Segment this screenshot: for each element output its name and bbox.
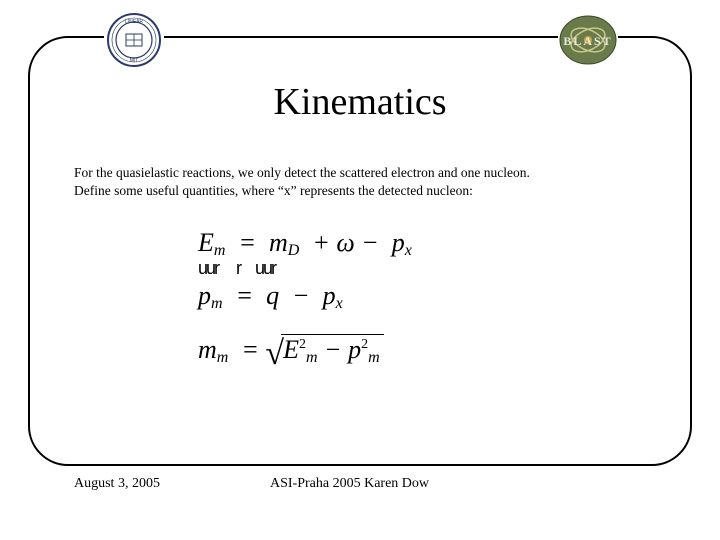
eq1-b: ω bbox=[336, 228, 354, 257]
vector-row-1: uur r uur bbox=[198, 259, 538, 277]
eq1-a-sub: D bbox=[288, 242, 300, 259]
svg-text:LINEAR: LINEAR bbox=[125, 19, 143, 25]
eq3-a-var: E bbox=[283, 335, 299, 364]
eq2-lhs-sub: m bbox=[211, 295, 223, 312]
svg-text:BLAST: BLAST bbox=[563, 34, 612, 48]
body-text: For the quasielastic reactions, we only … bbox=[74, 164, 654, 200]
equations-block: Em = mD + ω − px uur r uur pm = q − px m… bbox=[198, 230, 538, 375]
eq2-lhs-var: p bbox=[198, 281, 211, 310]
eq3-a-sub: m bbox=[306, 349, 318, 366]
slide-title: Kinematics bbox=[0, 80, 720, 124]
body-line-1: For the quasielastic reactions, we only … bbox=[74, 165, 530, 180]
eq2-b-sub: x bbox=[336, 295, 343, 312]
blast-icon: BLAST bbox=[558, 14, 618, 66]
eq3-lhs-var: m bbox=[198, 335, 217, 364]
eq2-b-var: p bbox=[323, 281, 336, 310]
eq1-a-var: m bbox=[269, 228, 288, 257]
eq3-b-sub: m bbox=[368, 349, 380, 366]
eq1-lhs-sub: m bbox=[214, 242, 226, 259]
eq3-lhs-sub: m bbox=[217, 349, 229, 366]
eq2-a: q bbox=[266, 281, 279, 310]
equation-2: pm = q − px bbox=[198, 283, 538, 312]
equation-1: Em = mD + ω − px bbox=[198, 230, 538, 259]
equation-3: mm = √E2m − p2m bbox=[198, 334, 538, 371]
blast-logo: BLAST bbox=[558, 12, 618, 68]
seal-icon: LINEAR MIT bbox=[106, 12, 162, 68]
footer-center: ASI-Praha 2005 Karen Dow bbox=[270, 476, 429, 492]
bates-logo: LINEAR MIT bbox=[104, 12, 164, 68]
sqrt-content: E2m − p2m bbox=[281, 334, 384, 366]
eq1-c-var: p bbox=[392, 228, 405, 257]
eq1-c-sub: x bbox=[405, 242, 412, 259]
eq1-lhs-var: E bbox=[198, 228, 214, 257]
eq3-b-var: p bbox=[348, 335, 361, 364]
slide: LINEAR MIT BLAST Kinematics For the quas… bbox=[0, 0, 720, 540]
body-line-2: Define some useful quantities, where “x”… bbox=[74, 183, 473, 198]
svg-text:MIT: MIT bbox=[130, 58, 139, 64]
